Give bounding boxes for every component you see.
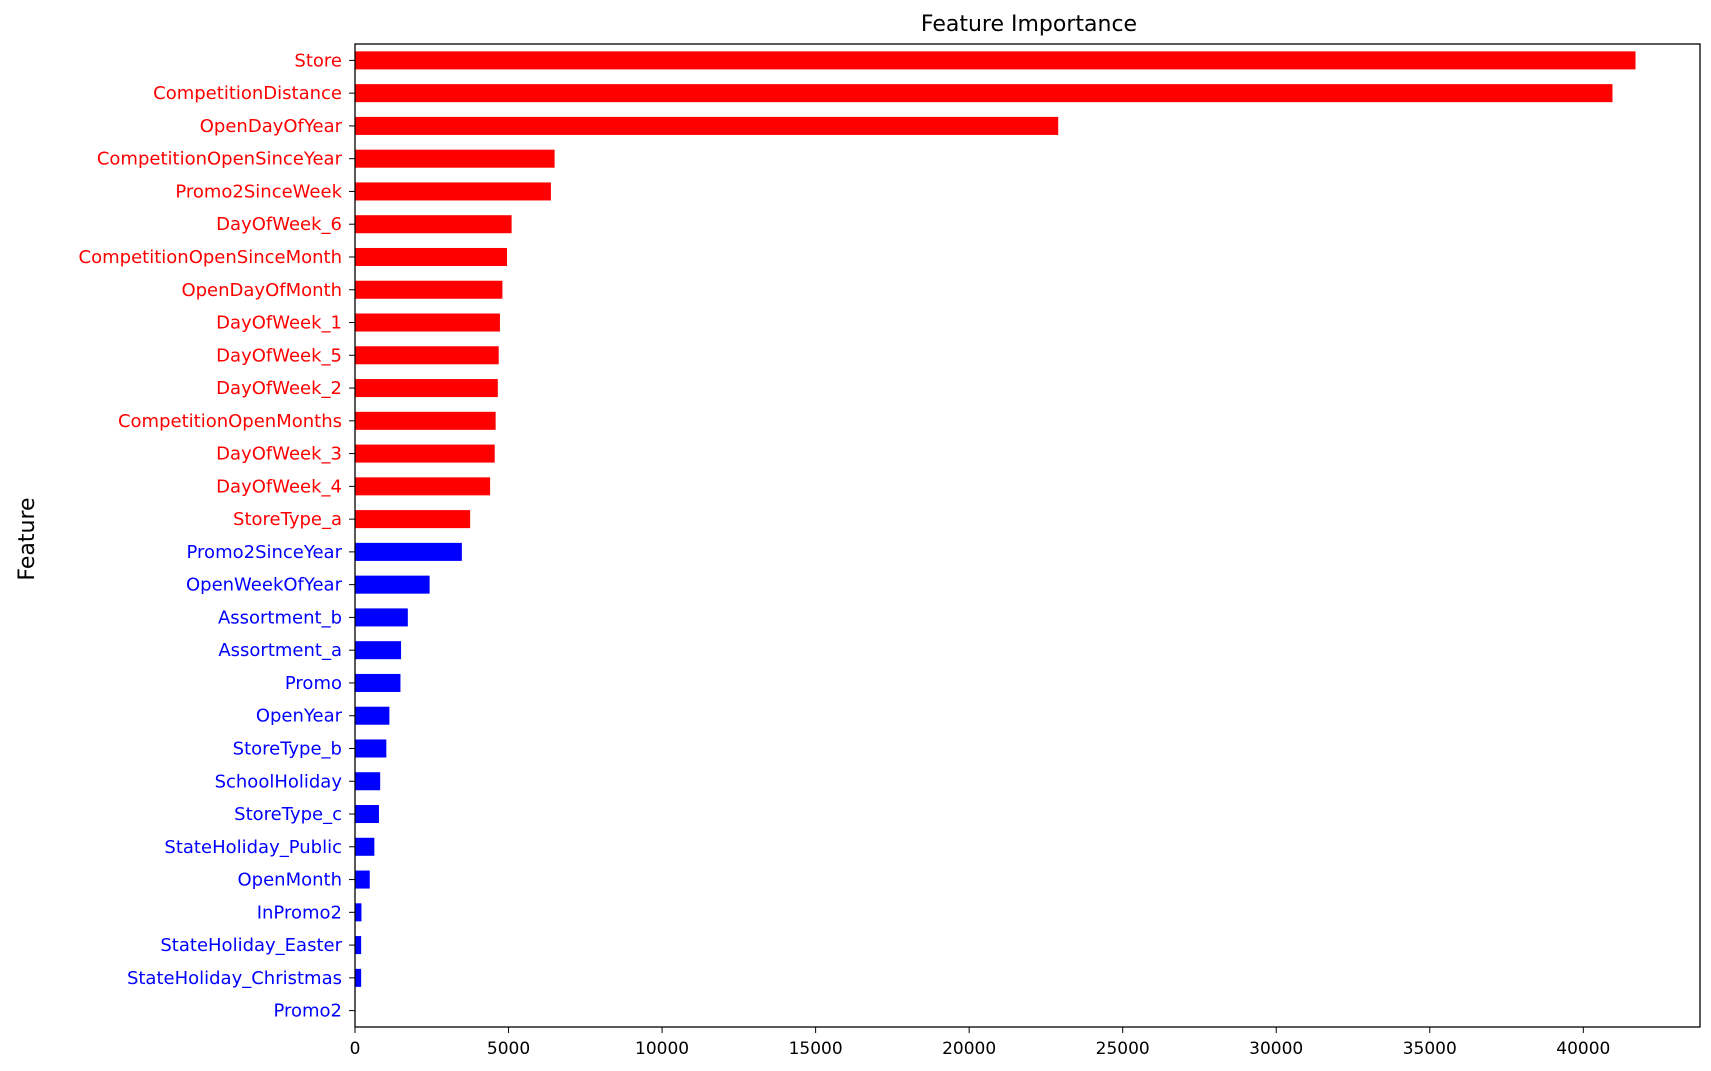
y-tick-label: Promo2SinceYear <box>187 542 343 563</box>
y-tick-label: OpenWeekOfYear <box>186 575 343 596</box>
y-tick-label: CompetitionDistance <box>153 83 342 104</box>
bar-DayOfWeek_2 <box>355 379 498 398</box>
x-tick-label: 20000 <box>942 1039 996 1059</box>
bar-DayOfWeek_1 <box>355 313 500 332</box>
bar-DayOfWeek_3 <box>355 444 495 463</box>
y-tick-label: Promo2 <box>273 1001 342 1022</box>
x-tick-label: 10000 <box>635 1039 689 1059</box>
bar-Promo2SinceWeek <box>355 182 551 201</box>
x-tick-label: 35000 <box>1403 1039 1457 1059</box>
y-tick-label: OpenMonth <box>238 870 343 891</box>
y-tick-label: StoreType_a <box>233 509 342 530</box>
bar-OpenMonth <box>355 870 370 889</box>
y-tick-label: DayOfWeek_6 <box>216 214 342 235</box>
bar-CompetitionOpenMonths <box>355 411 496 430</box>
y-tick-label: StoreType_c <box>234 804 342 825</box>
bar-DayOfWeek_4 <box>355 477 491 496</box>
y-tick-label: OpenDayOfMonth <box>181 280 342 301</box>
y-axis-label: Feature <box>15 497 40 580</box>
x-tick-label: 25000 <box>1096 1039 1150 1059</box>
plot-frame <box>354 43 1701 1028</box>
y-tick-labels: Store CompetitionDistance OpenDayOfYear Com… <box>79 50 355 1022</box>
y-tick-label: Assortment_a <box>218 640 342 661</box>
y-tick-label: OpenYear <box>256 706 343 727</box>
chart-title: Feature Importance <box>921 12 1137 37</box>
y-tick-label: DayOfWeek_3 <box>216 444 342 465</box>
y-tick-label: StateHoliday_Christmas <box>127 968 342 989</box>
y-tick-label: StateHoliday_Easter <box>160 935 342 956</box>
bar-StateHoliday_Christmas <box>355 968 362 987</box>
y-tick-label: SchoolHoliday <box>215 771 343 792</box>
bar-CompetitionDistance <box>355 84 1613 103</box>
bar-CompetitionOpenSinceYear <box>355 149 555 168</box>
bar-StoreType_c <box>355 805 379 824</box>
bar-Store <box>355 51 1636 70</box>
y-tick-label: CompetitionOpenSinceMonth <box>79 247 342 268</box>
bar-StateHoliday_Public <box>355 837 375 856</box>
y-tick-label: StateHoliday_Public <box>164 837 342 858</box>
bar-OpenYear <box>355 706 390 725</box>
x-tick-label: 0 <box>350 1039 361 1059</box>
x-tick-label: 5000 <box>487 1039 530 1059</box>
y-tick-label: Store <box>294 50 342 71</box>
y-tick-label: DayOfWeek_1 <box>216 313 342 334</box>
x-tick-label: 15000 <box>789 1039 843 1059</box>
bar-OpenWeekOfYear <box>355 575 430 594</box>
bar-Promo <box>355 673 401 692</box>
x-axis-ticks: 0 5000 10000 15000 20000 25000 30000 35000 40000 <box>350 1027 1610 1059</box>
bar-InPromo2 <box>355 903 362 922</box>
bar-SchoolHoliday <box>355 772 381 791</box>
y-tick-label: Assortment_b <box>218 607 342 628</box>
y-tick-label: InPromo2 <box>257 902 342 923</box>
bar-OpenDayOfYear <box>355 116 1059 135</box>
y-tick-label: DayOfWeek_4 <box>216 476 342 497</box>
bar-Assortment_b <box>355 608 408 627</box>
bar-DayOfWeek_5 <box>355 346 499 365</box>
y-tick-label: Promo <box>285 673 342 694</box>
bar-Assortment_a <box>355 641 402 660</box>
bar-StoreType_a <box>355 510 471 529</box>
bar-Promo2SinceYear <box>355 542 462 561</box>
x-tick-label: 30000 <box>1249 1039 1303 1059</box>
bar-StateHoliday_Easter <box>355 936 362 955</box>
y-tick-label: Promo2SinceWeek <box>175 181 342 202</box>
bar-StoreType_b <box>355 739 387 758</box>
x-tick-label: 40000 <box>1556 1039 1610 1059</box>
y-tick-label: OpenDayOfYear <box>200 116 343 137</box>
bar-DayOfWeek_6 <box>355 215 512 234</box>
bars-group <box>355 51 1636 1020</box>
bar-OpenDayOfMonth <box>355 280 503 299</box>
bar-CompetitionOpenSinceMonth <box>355 247 508 266</box>
y-tick-label: DayOfWeek_5 <box>216 345 342 366</box>
y-tick-label: CompetitionOpenMonths <box>118 411 342 432</box>
y-tick-label: StoreType_b <box>233 738 342 759</box>
y-tick-label: DayOfWeek_2 <box>216 378 342 399</box>
y-tick-label: CompetitionOpenSinceYear <box>97 149 343 170</box>
